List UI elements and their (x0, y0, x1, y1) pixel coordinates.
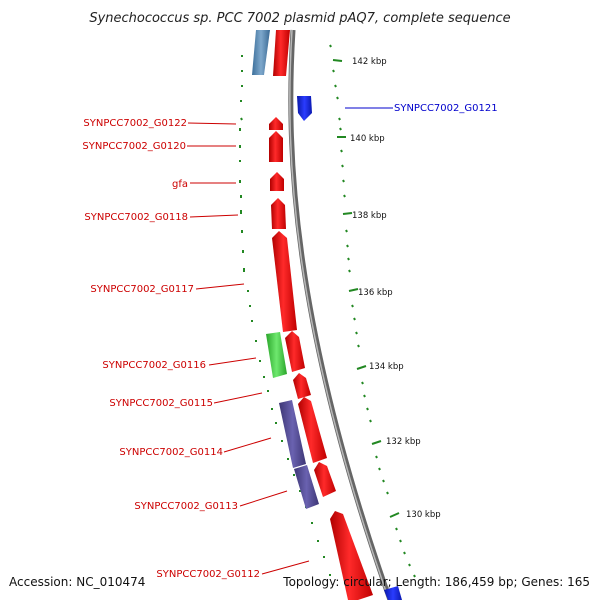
gene-feature-g0117[interactable] (272, 231, 297, 332)
gene-feature-red-6 (330, 511, 373, 600)
leader-lines (187, 122, 310, 575)
gene-label-g0120[interactable]: SYNPCC7002_G0120 (82, 141, 186, 152)
gene-feature-steel (252, 30, 270, 75)
tick-ring-inner (239, 55, 331, 576)
tick-label: 142 kbp (352, 57, 387, 67)
tick-label: 136 kbp (358, 288, 393, 298)
tick-ring-outer (329, 44, 416, 578)
backbone-arc (288, 29, 393, 600)
gene-feature-red (273, 30, 290, 76)
gene-feature-g0113[interactable] (294, 465, 319, 509)
gene-label-g0118[interactable]: SYNPCC7002_G0118 (84, 212, 188, 223)
tick-label: 134 kbp (369, 362, 404, 372)
gene-feature-gfa[interactable] (270, 172, 284, 191)
gene-feature-g0122[interactable] (269, 117, 283, 130)
gene-feature-g0120[interactable] (269, 131, 283, 162)
backbone-highlight (289, 29, 390, 600)
gene-label-g0112[interactable]: SYNPCC7002_G0112 (156, 569, 260, 580)
tick-label: 138 kbp (352, 211, 387, 221)
gene-feature-g0114[interactable] (279, 400, 306, 468)
gene-feature-red-4 (298, 397, 327, 463)
gene-label-g0113[interactable]: SYNPCC7002_G0113 (134, 501, 238, 512)
tick-label: 132 kbp (386, 437, 421, 447)
gene-feature-red-5 (314, 462, 336, 497)
gene-feature-g0118[interactable] (271, 198, 286, 229)
gene-feature-red-2 (285, 331, 305, 372)
gene-label-g0117[interactable]: SYNPCC7002_G0117 (90, 284, 194, 295)
gene-feature-blue-bottom (384, 586, 402, 600)
gene-label-g0122[interactable]: SYNPCC7002_G0122 (83, 118, 187, 129)
tick-label: 130 kbp (406, 510, 441, 520)
gene-label-gfa[interactable]: gfa (172, 179, 188, 190)
gene-label-g0121[interactable]: SYNPCC7002_G0121 (394, 103, 498, 114)
gene-feature-g0116[interactable] (266, 332, 287, 378)
gene-label-g0114[interactable]: SYNPCC7002_G0114 (119, 447, 223, 458)
gene-label-g0116[interactable]: SYNPCC7002_G0116 (102, 360, 206, 371)
map-title: Synechococcus sp. PCC 7002 plasmid pAQ7,… (89, 11, 510, 26)
tick-label: 140 kbp (350, 134, 385, 144)
major-ticks (332, 59, 400, 518)
gene-feature-g0121[interactable] (297, 96, 312, 121)
accession-text: Accession: NC_010474 (9, 575, 145, 589)
summary-text: Topology: circular; Length: 186,459 bp; … (282, 575, 590, 589)
gene-label-g0115[interactable]: SYNPCC7002_G0115 (109, 398, 213, 409)
gene-feature-red-3 (293, 373, 311, 399)
